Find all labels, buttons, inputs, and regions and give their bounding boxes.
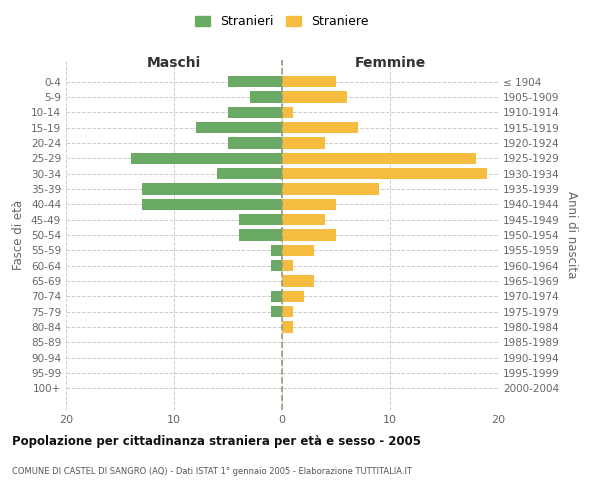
Bar [228, 137, 282, 148]
Bar [282, 168, 487, 179]
Bar [228, 106, 282, 118]
Bar [282, 152, 476, 164]
Bar [271, 290, 282, 302]
Bar [282, 214, 325, 226]
Legend: Stranieri, Straniere: Stranieri, Straniere [189, 8, 375, 34]
Bar [131, 152, 282, 164]
Bar [271, 260, 282, 272]
Text: Femmine: Femmine [355, 56, 425, 70]
Bar [282, 198, 336, 210]
Bar [282, 137, 325, 148]
Bar [228, 76, 282, 88]
Bar [282, 260, 293, 272]
Bar [239, 229, 282, 241]
Bar [282, 76, 336, 88]
Bar [142, 183, 282, 194]
Bar [282, 290, 304, 302]
Bar [282, 122, 358, 134]
Bar [282, 183, 379, 194]
Text: Popolazione per cittadinanza straniera per età e sesso - 2005: Popolazione per cittadinanza straniera p… [12, 435, 421, 448]
Bar [142, 198, 282, 210]
Bar [271, 244, 282, 256]
Text: Maschi: Maschi [147, 56, 201, 70]
Y-axis label: Fasce di età: Fasce di età [13, 200, 25, 270]
Bar [196, 122, 282, 134]
Bar [250, 91, 282, 102]
Bar [239, 214, 282, 226]
Bar [282, 322, 293, 333]
Bar [282, 306, 293, 318]
Text: COMUNE DI CASTEL DI SANGRO (AQ) - Dati ISTAT 1° gennaio 2005 - Elaborazione TUTT: COMUNE DI CASTEL DI SANGRO (AQ) - Dati I… [12, 468, 412, 476]
Bar [282, 106, 293, 118]
Bar [282, 244, 314, 256]
Bar [217, 168, 282, 179]
Bar [282, 229, 336, 241]
Bar [282, 276, 314, 287]
Y-axis label: Anni di nascita: Anni di nascita [565, 192, 578, 278]
Bar [271, 306, 282, 318]
Bar [282, 91, 347, 102]
